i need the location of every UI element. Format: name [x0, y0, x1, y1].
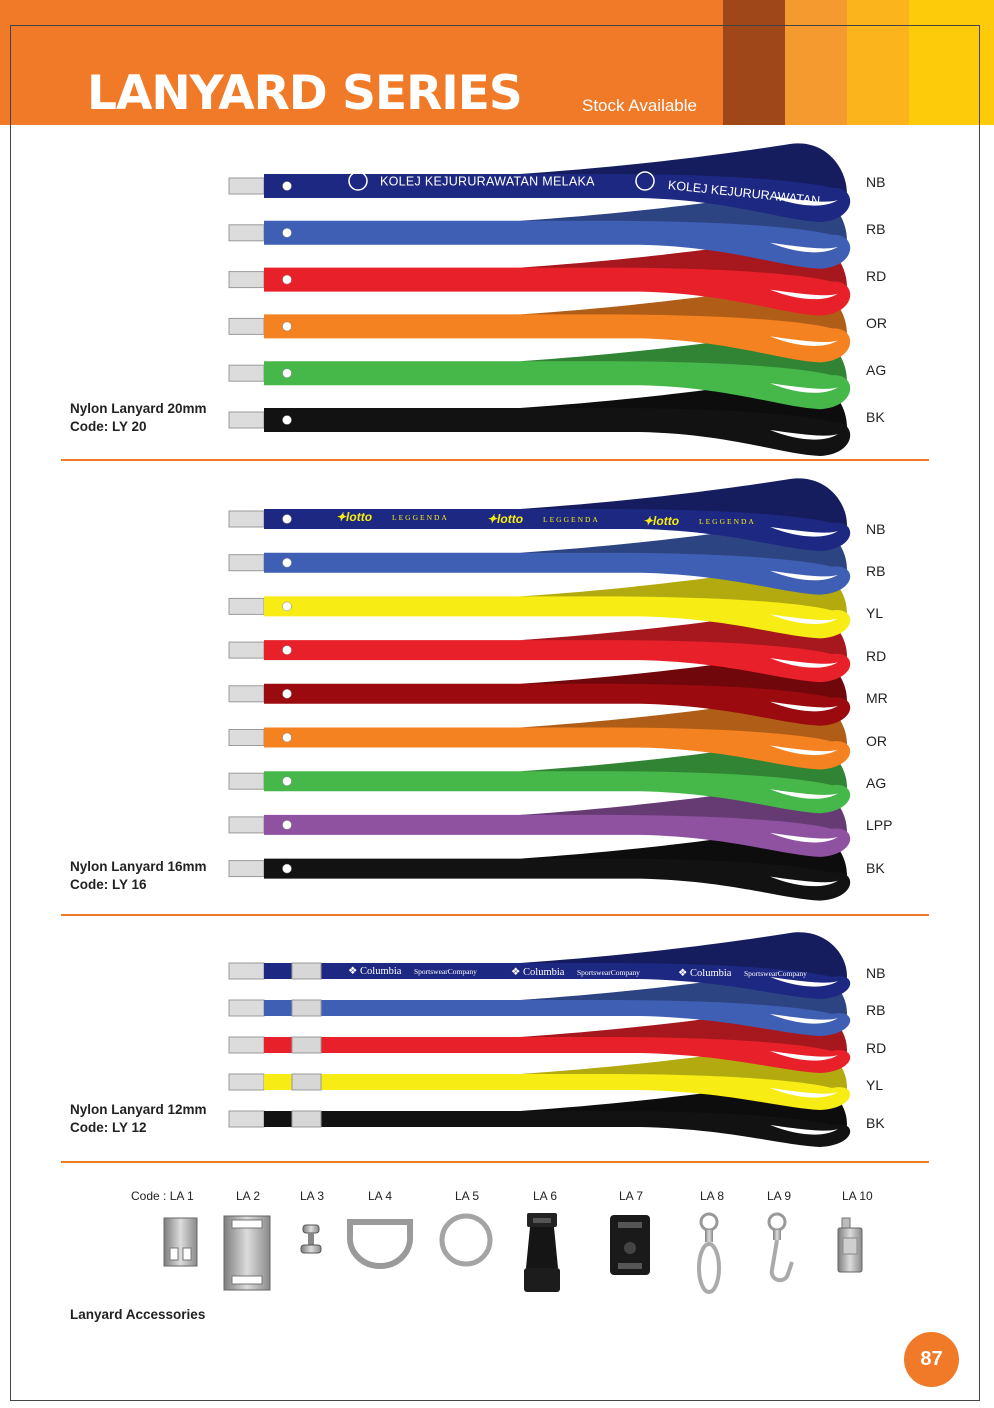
columbia-logo-text: ❖ Columbia — [511, 967, 565, 978]
color-code-ly20-rb: RB — [866, 221, 886, 237]
accessory-code-la8: LA 8 — [700, 1189, 725, 1203]
color-code-ly20-nb: NB — [866, 174, 886, 190]
color-code-ly16-mr: MR — [866, 690, 888, 706]
lotto-sub-text: LEGGENDA — [543, 515, 600, 524]
color-code-ly20-ag: AG — [866, 362, 887, 378]
accessory-code-la3: LA 3 — [300, 1189, 325, 1203]
series-code-ly20: Code: LY 20 — [70, 419, 147, 434]
color-code-ly16-bk: BK — [866, 860, 885, 876]
color-code-ly12-yl: YL — [866, 1077, 884, 1093]
lanyard-strap-nb — [228, 143, 851, 222]
color-code-ly12-nb: NB — [866, 965, 886, 981]
columbia-sub-text: SportswearCompany — [744, 969, 807, 978]
lanyard-strap-nb — [228, 478, 851, 551]
columbia-sub-text: SportswearCompany — [577, 968, 640, 977]
page-title: LANYARD SERIES — [87, 66, 523, 121]
split-ring-icon — [439, 1213, 493, 1267]
accessory-code-la6: LA 6 — [533, 1189, 558, 1203]
swivel-hook-icon — [697, 1212, 721, 1294]
rivet-icon — [300, 1224, 322, 1254]
color-code-ly16-or: OR — [866, 733, 887, 749]
columbia-logo-text: ❖ Columbia — [348, 966, 402, 977]
color-code-ly16-ag: AG — [866, 775, 887, 791]
series-code-ly16: Code: LY 16 — [70, 877, 147, 892]
color-code-ly16-rb: RB — [866, 563, 886, 579]
page-frame — [10, 25, 980, 1401]
accessories-title: Lanyard Accessories — [70, 1307, 206, 1322]
buckle-icon — [524, 1213, 560, 1292]
header-stripe — [847, 0, 909, 125]
snap-hook-icon — [767, 1212, 794, 1283]
series-name-ly12: Nylon Lanyard 12mm — [70, 1102, 207, 1117]
color-code-ly16-nb: NB — [866, 521, 886, 537]
accessory-code-la5: LA 5 — [455, 1189, 480, 1203]
accessory-code-la9: LA 9 — [767, 1189, 792, 1203]
color-code-ly20-bk: BK — [866, 409, 885, 425]
series-name-ly16: Nylon Lanyard 16mm — [70, 859, 207, 874]
accessory-code-la4: LA 4 — [368, 1189, 393, 1203]
color-code-ly16-lpp: LPP — [866, 817, 893, 833]
college-emblem-icon — [635, 171, 655, 191]
section-divider — [61, 459, 929, 461]
lanyard-print-text: KOLEJ KEJURURAWATAN MELAKA — [380, 175, 595, 189]
connector-icon — [610, 1215, 650, 1275]
lotto-sub-text: LEGGENDA — [699, 517, 756, 526]
columbia-logo-text: ❖ Columbia — [678, 968, 732, 979]
d-ring-icon — [346, 1219, 414, 1270]
page-subtitle: Stock Available — [582, 96, 697, 115]
lotto-logo-text: ✦lotto — [487, 512, 523, 526]
wide-metal-clip-icon — [223, 1215, 271, 1291]
lotto-logo-text: ✦lotto — [643, 514, 679, 528]
page-number: 87 — [904, 1332, 959, 1387]
accessory-code-la10: LA 10 — [842, 1189, 873, 1203]
series-name-ly20: Nylon Lanyard 20mm — [70, 401, 207, 416]
metal-clip-icon — [163, 1217, 198, 1267]
color-code-ly20-rd: RD — [866, 268, 887, 284]
college-emblem-icon — [348, 171, 368, 191]
color-code-ly12-rd: RD — [866, 1040, 887, 1056]
accessory-code-la2: LA 2 — [236, 1189, 261, 1203]
color-code-ly16-rd: RD — [866, 648, 887, 664]
accessory-code-la1: Code : LA 1 — [131, 1189, 194, 1203]
section-divider — [61, 1161, 929, 1163]
header-stripe — [785, 0, 847, 125]
lotto-logo-text: ✦lotto — [336, 510, 372, 524]
series-code-ly12: Code: LY 12 — [70, 1120, 147, 1135]
header-banner: LANYARD SERIES Stock Available — [0, 0, 994, 125]
columbia-sub-text: SportswearCompany — [414, 967, 477, 976]
lanyard-strap-nb — [228, 932, 851, 999]
header-stripe — [723, 0, 785, 125]
accessory-code-la7: LA 7 — [619, 1189, 644, 1203]
badge-clip-icon — [837, 1217, 863, 1273]
color-code-ly16-yl: YL — [866, 605, 884, 621]
color-code-ly20-or: OR — [866, 315, 887, 331]
section-divider — [61, 914, 929, 916]
lotto-sub-text: LEGGENDA — [392, 513, 449, 522]
color-code-ly12-bk: BK — [866, 1115, 885, 1131]
color-code-ly12-rb: RB — [866, 1002, 886, 1018]
